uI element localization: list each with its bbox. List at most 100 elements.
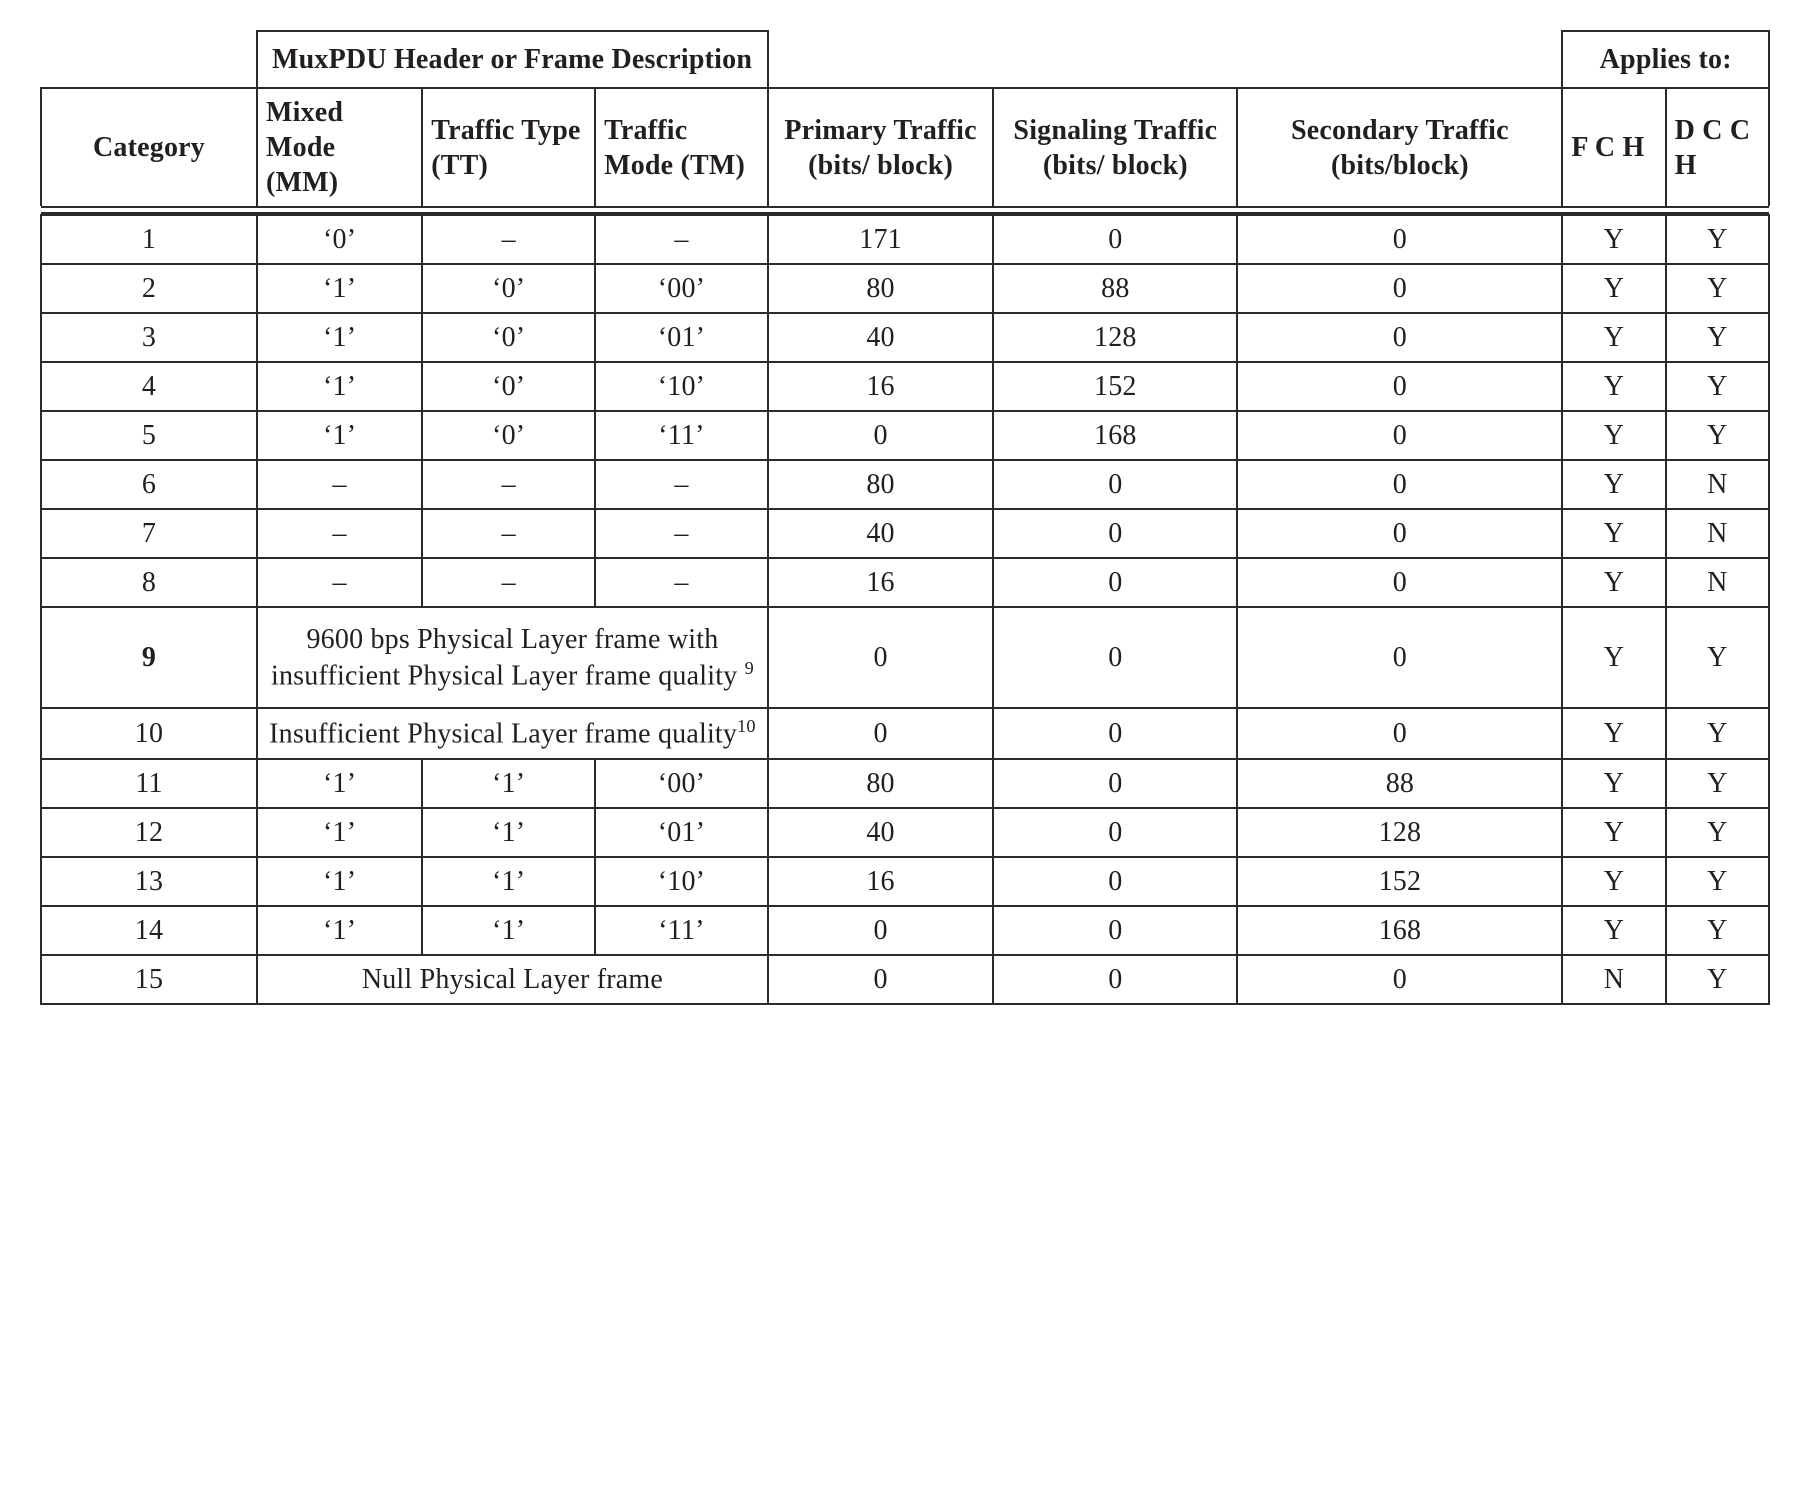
header-muxpdu-group: MuxPDU Header or Frame Description xyxy=(257,31,768,88)
cell-mm: ‘1’ xyxy=(257,906,422,955)
cell-mm: – xyxy=(257,460,422,509)
cell-mm: ‘1’ xyxy=(257,808,422,857)
cell-primary: 16 xyxy=(768,362,993,411)
cell-dcch: Y xyxy=(1666,808,1769,857)
cell-fch: Y xyxy=(1562,460,1665,509)
cell-category: 2 xyxy=(41,264,257,313)
cell-fch: Y xyxy=(1562,362,1665,411)
cell-primary: 16 xyxy=(768,558,993,607)
cell-tt: ‘0’ xyxy=(422,313,595,362)
cell-category: 13 xyxy=(41,857,257,906)
cell-tm: – xyxy=(595,460,768,509)
cell-primary: 80 xyxy=(768,460,993,509)
cell-mm: ‘1’ xyxy=(257,411,422,460)
cell-signaling: 0 xyxy=(993,857,1237,906)
cell-tm: – xyxy=(595,509,768,558)
cell-category: 4 xyxy=(41,362,257,411)
cell-fch: N xyxy=(1562,955,1665,1004)
cell-tt: ‘1’ xyxy=(422,857,595,906)
header-primary: Primary Traffic (bits/ block) xyxy=(768,88,993,206)
cell-tt: ‘1’ xyxy=(422,808,595,857)
cell-category: 15 xyxy=(41,955,257,1004)
cell-signaling: 0 xyxy=(993,607,1237,708)
cell-mm: – xyxy=(257,558,422,607)
cell-primary: 16 xyxy=(768,857,993,906)
cell-primary: 0 xyxy=(768,708,993,758)
header-blank-tl xyxy=(41,31,257,88)
header-applies-group: Applies to: xyxy=(1562,31,1769,88)
cell-dcch: N xyxy=(1666,509,1769,558)
cell-primary: 40 xyxy=(768,509,993,558)
cell-tm: ‘01’ xyxy=(595,313,768,362)
cell-category: 9 xyxy=(41,607,257,708)
cell-tt: ‘0’ xyxy=(422,411,595,460)
cell-tt: ‘0’ xyxy=(422,362,595,411)
cell-dcch: Y xyxy=(1666,857,1769,906)
cell-tm: ‘10’ xyxy=(595,362,768,411)
table-row: 15 Null Physical Layer frame 0 0 0 N Y xyxy=(41,955,1769,1004)
table-row: 8 – – – 16 0 0 Y N xyxy=(41,558,1769,607)
cell-signaling: 152 xyxy=(993,362,1237,411)
cell-secondary: 0 xyxy=(1237,362,1562,411)
cell-category: 12 xyxy=(41,808,257,857)
muxpdu-table: MuxPDU Header or Frame Description Appli… xyxy=(40,30,1770,1005)
cell-dcch: Y xyxy=(1666,906,1769,955)
cell-secondary: 0 xyxy=(1237,313,1562,362)
table-row: 6 – – – 80 0 0 Y N xyxy=(41,460,1769,509)
cell-fch: Y xyxy=(1562,215,1665,264)
table-row: 2 ‘1’ ‘0’ ‘00’ 80 88 0 Y Y xyxy=(41,264,1769,313)
table-row: 13 ‘1’ ‘1’ ‘10’ 16 0 152 Y Y xyxy=(41,857,1769,906)
cell-dcch: Y xyxy=(1666,708,1769,758)
cell-secondary: 0 xyxy=(1237,264,1562,313)
cell-secondary: 0 xyxy=(1237,708,1562,758)
table-row: 3 ‘1’ ‘0’ ‘01’ 40 128 0 Y Y xyxy=(41,313,1769,362)
cell-tm: ‘11’ xyxy=(595,411,768,460)
cell-signaling: 88 xyxy=(993,264,1237,313)
cell-secondary: 0 xyxy=(1237,955,1562,1004)
cell-frame-desc: Insufficient Physical Layer frame qualit… xyxy=(257,708,768,758)
header-category: Category xyxy=(41,88,257,206)
cell-signaling: 0 xyxy=(993,808,1237,857)
cell-fch: Y xyxy=(1562,808,1665,857)
cell-primary: 0 xyxy=(768,955,993,1004)
cell-category: 11 xyxy=(41,759,257,808)
cell-tm: – xyxy=(595,558,768,607)
cell-secondary: 0 xyxy=(1237,460,1562,509)
cell-mm: ‘1’ xyxy=(257,313,422,362)
cell-tt: – xyxy=(422,460,595,509)
cell-tm: ‘00’ xyxy=(595,759,768,808)
cell-dcch: Y xyxy=(1666,215,1769,264)
table-row: 5 ‘1’ ‘0’ ‘11’ 0 168 0 Y Y xyxy=(41,411,1769,460)
cell-tt: ‘1’ xyxy=(422,759,595,808)
cell-tm: ‘11’ xyxy=(595,906,768,955)
header-blank-mid xyxy=(768,31,1562,88)
cell-dcch: Y xyxy=(1666,955,1769,1004)
cell-fch: Y xyxy=(1562,509,1665,558)
frame-desc-sup: 9 xyxy=(745,658,754,678)
cell-secondary: 168 xyxy=(1237,906,1562,955)
cell-tt: – xyxy=(422,558,595,607)
cell-primary: 0 xyxy=(768,906,993,955)
cell-fch: Y xyxy=(1562,313,1665,362)
header-tt: Traffic Type (TT) xyxy=(422,88,595,206)
cell-primary: 40 xyxy=(768,313,993,362)
cell-secondary: 0 xyxy=(1237,215,1562,264)
cell-dcch: Y xyxy=(1666,411,1769,460)
cell-secondary: 0 xyxy=(1237,411,1562,460)
cell-secondary: 0 xyxy=(1237,558,1562,607)
cell-category: 14 xyxy=(41,906,257,955)
cell-primary: 40 xyxy=(768,808,993,857)
cell-tt: ‘0’ xyxy=(422,264,595,313)
cell-signaling: 168 xyxy=(993,411,1237,460)
cell-dcch: N xyxy=(1666,558,1769,607)
cell-tt: ‘1’ xyxy=(422,906,595,955)
cell-dcch: Y xyxy=(1666,313,1769,362)
frame-desc-text: Insufficient Physical Layer frame qualit… xyxy=(269,719,737,750)
cell-mm: – xyxy=(257,509,422,558)
cell-fch: Y xyxy=(1562,558,1665,607)
cell-secondary: 152 xyxy=(1237,857,1562,906)
header-fch: F C H xyxy=(1562,88,1665,206)
cell-category: 7 xyxy=(41,509,257,558)
cell-fch: Y xyxy=(1562,264,1665,313)
header-secondary: Secondary Traffic (bits/block) xyxy=(1237,88,1562,206)
